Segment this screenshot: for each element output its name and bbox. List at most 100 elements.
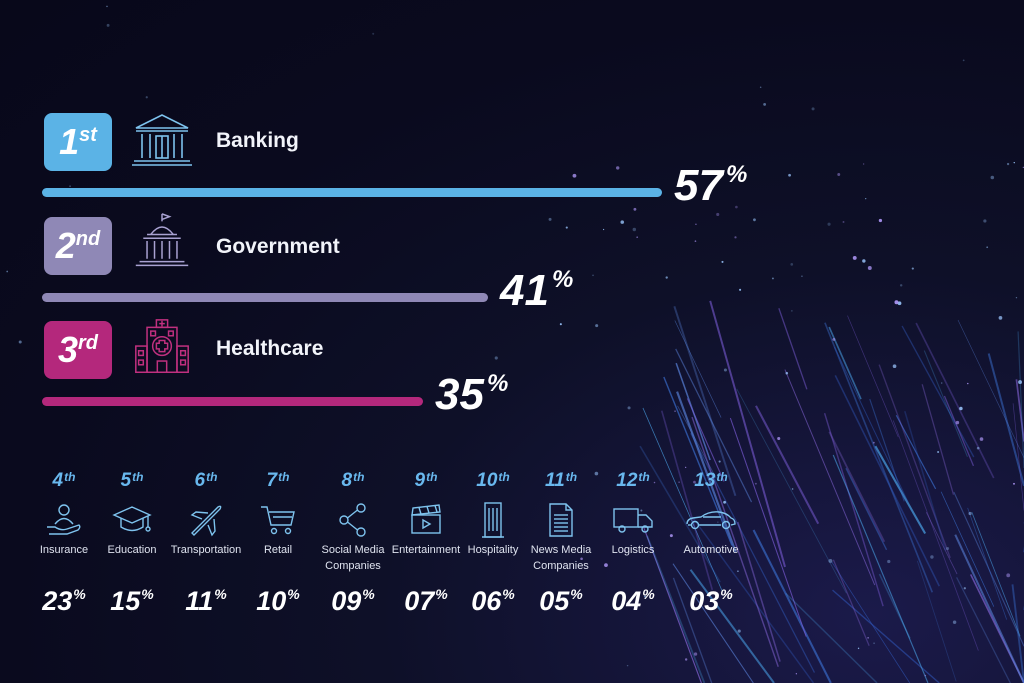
light-streak [832, 559, 870, 647]
percent-sign: % [720, 586, 733, 602]
category-label-3: Healthcare [216, 337, 324, 360]
category-column-9: 9th Entertainment 07% [376, 470, 476, 617]
star-dot [1006, 573, 1011, 578]
star-dot [899, 284, 903, 287]
rank-label: 5th [82, 470, 182, 498]
percent-number: 35 [435, 370, 484, 419]
percent-sign: % [214, 586, 227, 602]
light-streak [642, 407, 723, 591]
percent-value: 03% [661, 586, 761, 617]
rank-label: 8th [303, 470, 403, 498]
shopping-cart-icon [261, 506, 295, 535]
star-dot [694, 240, 697, 242]
star-dot [145, 96, 148, 99]
light-streak [953, 491, 1024, 647]
star-dot [990, 175, 995, 180]
percent-number: 09 [331, 586, 362, 616]
star-dot [952, 620, 957, 624]
light-streak [957, 319, 1024, 458]
percent-value: 06% [443, 586, 543, 617]
star-dot [106, 23, 110, 27]
rank-suffix: th [132, 470, 144, 484]
rank-suffix: nd [75, 227, 101, 250]
star-dot [754, 482, 757, 485]
light-streak [943, 395, 975, 467]
star-dot [739, 288, 742, 291]
star-dot [788, 173, 791, 177]
star-dot [717, 521, 719, 523]
light-streak [784, 369, 876, 586]
rank-label: 9th [376, 470, 476, 498]
light-streak [676, 391, 737, 553]
category-column-10: 10th Hospitality 06% [443, 470, 543, 617]
rank-label: 12th [583, 470, 683, 498]
light-streak [639, 445, 721, 583]
light-streak [832, 454, 929, 683]
star-dot [832, 337, 836, 341]
star-dot [372, 32, 375, 35]
light-streak [1017, 331, 1024, 468]
light-streak [845, 467, 888, 551]
percent-sign: % [287, 586, 300, 602]
category-label-1: Banking [216, 129, 299, 152]
light-streak [1012, 403, 1024, 511]
rank-number: 7 [266, 470, 278, 491]
light-streak [987, 353, 1024, 487]
star-dot [737, 570, 739, 573]
category-label: Insurance [39, 544, 89, 556]
star-dot [693, 652, 698, 656]
rank-suffix: th [638, 470, 650, 484]
star-dot [620, 220, 625, 224]
star-dot [878, 218, 883, 223]
light-streak [823, 412, 884, 607]
star-dot [674, 410, 676, 412]
share-network-icon [339, 503, 366, 537]
rank-label: 13th [661, 470, 761, 498]
bar-1 [42, 188, 662, 197]
rank-number: 13 [694, 470, 716, 491]
light-streak [828, 326, 862, 400]
percent-value-3: 35% [435, 370, 508, 420]
percent-number: 05 [539, 586, 570, 616]
star-dot [594, 471, 599, 476]
star-dot [941, 382, 943, 384]
star-dot [1018, 380, 1022, 385]
light-streak [828, 431, 886, 543]
category-label: Entertainment [391, 544, 461, 556]
rank-suffix: th [278, 470, 290, 484]
percent-value: 07% [376, 586, 476, 617]
percent-sign: % [725, 161, 748, 188]
category-column-12: 12th Logistics 04% [583, 470, 683, 617]
percent-sign: % [486, 370, 509, 397]
airplane-icon [190, 505, 222, 537]
star-dot [633, 207, 637, 211]
star-dot [963, 587, 966, 590]
rank-suffix: rd [78, 331, 99, 354]
rank-number: 6 [194, 470, 206, 491]
percent-value-2: 41% [500, 266, 573, 316]
percent-value: 10% [228, 586, 328, 617]
category-column-11: 11th News Media Companies 05% [511, 470, 611, 617]
star-dot [106, 5, 108, 8]
category-label: Transportation [170, 544, 242, 556]
star-dot [801, 275, 803, 277]
star-dot [734, 236, 737, 239]
light-streak [954, 534, 1024, 683]
star-dot [695, 223, 697, 226]
star-dot [837, 173, 841, 176]
rank-suffix: th [498, 470, 510, 484]
percent-number: 06 [471, 586, 502, 616]
star-dot [842, 220, 845, 223]
light-streak [971, 512, 1021, 637]
category-column-13: 13th Automotive 03% [661, 470, 761, 617]
star-dot [785, 371, 789, 375]
category-column-6: 6th Transportation 11% [156, 470, 256, 617]
star-dot [986, 246, 989, 249]
car-icon [686, 511, 736, 530]
light-streak [643, 526, 702, 683]
percent-value: 15% [82, 586, 182, 617]
star-dot [828, 558, 833, 563]
light-streak [901, 325, 975, 458]
